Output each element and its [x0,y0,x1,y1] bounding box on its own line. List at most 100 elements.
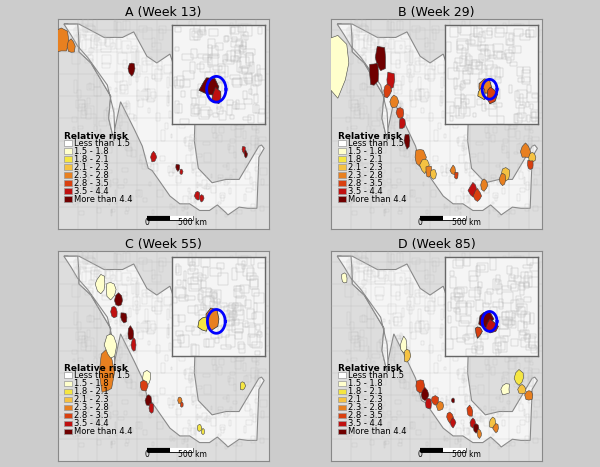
Bar [388,72,396,82]
Bar [488,58,498,66]
Polygon shape [337,24,538,215]
Bar [503,140,508,143]
Bar [479,184,483,190]
Bar [527,70,533,79]
Bar [189,141,193,149]
Bar [233,169,237,171]
Bar [394,318,401,326]
Polygon shape [514,369,523,385]
Bar [236,98,240,101]
Bar [176,310,183,316]
Bar [101,281,111,284]
Bar [362,83,365,90]
Bar [346,285,353,297]
Bar [99,269,106,276]
Bar [472,341,475,352]
Bar [355,20,366,35]
Bar [127,149,133,156]
Bar [189,83,196,86]
Polygon shape [470,418,476,428]
Bar [109,87,112,90]
Bar [352,336,359,339]
Bar [179,350,185,361]
Bar [367,307,374,319]
Bar [184,370,186,375]
Bar [387,253,389,269]
Bar [403,196,407,200]
Bar [392,347,395,358]
Bar [419,163,424,167]
Bar [204,418,209,421]
Bar [76,24,86,37]
Bar [499,82,505,94]
Bar [485,294,489,299]
Bar [174,59,179,69]
Polygon shape [501,168,510,181]
Bar [203,374,210,377]
Bar [523,332,529,344]
Bar [118,255,121,264]
Polygon shape [501,383,509,395]
Polygon shape [400,336,407,353]
Bar [104,110,107,120]
Bar [167,309,169,320]
Text: 2.8 - 3.5: 2.8 - 3.5 [347,179,382,188]
Bar [247,420,252,425]
Bar [380,339,388,348]
Bar [230,175,232,178]
Bar [347,359,349,362]
Bar [234,349,238,357]
Bar [246,375,251,382]
Bar [124,411,127,415]
Polygon shape [431,396,439,405]
Bar [457,370,459,375]
Bar [352,211,357,215]
Bar [377,342,380,352]
Bar [194,138,196,141]
Text: 2.1 - 2.3: 2.1 - 2.3 [347,395,382,404]
Bar [121,142,125,147]
Bar [235,361,241,369]
Bar [526,74,533,81]
Bar [410,50,413,64]
Bar [394,354,401,363]
Bar [453,315,461,320]
Bar [249,53,256,66]
Bar [397,253,403,262]
Bar [206,273,215,286]
Bar [255,50,260,57]
Bar [251,351,259,361]
Bar [73,155,77,164]
Bar [164,65,172,73]
FancyBboxPatch shape [64,197,73,202]
Bar [376,192,380,198]
Bar [167,328,169,338]
Bar [403,428,407,432]
Bar [103,63,110,68]
Bar [349,256,359,269]
Bar [103,295,110,300]
Text: Relative risk: Relative risk [338,364,401,374]
Polygon shape [527,160,533,170]
Bar [170,72,175,85]
Bar [138,190,140,196]
Bar [213,133,217,138]
Bar [431,61,435,70]
Bar [103,163,106,166]
Bar [121,317,125,325]
Bar [129,114,134,119]
Bar [370,208,374,213]
Bar [434,362,438,373]
Bar [133,297,140,310]
Bar [452,350,458,361]
Bar [415,290,420,304]
Bar [502,378,507,385]
Bar [463,141,467,149]
Bar [244,320,247,333]
Bar [502,146,507,153]
Bar [224,413,228,417]
Bar [196,172,200,176]
Bar [409,51,412,64]
Bar [394,85,401,94]
Bar [519,375,524,382]
